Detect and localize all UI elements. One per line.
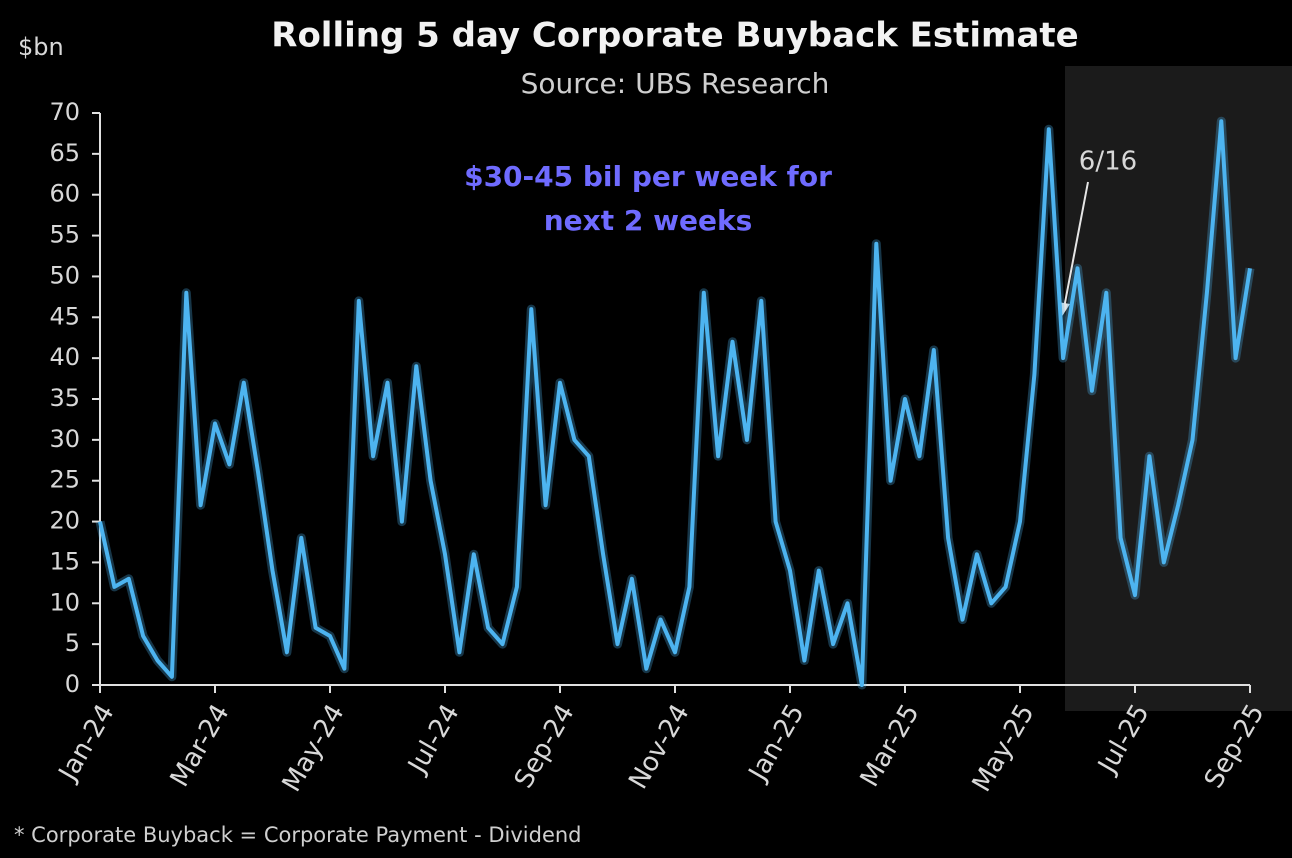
y-tick-label: 65 [49,139,80,167]
y-tick-label: 35 [49,384,80,412]
y-tick-label: 30 [49,425,80,453]
y-tick-label: 70 [49,98,80,126]
x-tick-label: May-24 [277,699,351,797]
x-tick-label: Mar-24 [165,699,236,792]
x-tick-label: Jul-25 [1092,699,1156,780]
annotation: 6/16 [1079,147,1137,177]
y-tick-label: 50 [49,261,80,289]
y-tick-label: 60 [49,180,80,208]
x-tick-label: Mar-25 [855,699,926,792]
y-tick-label: 10 [49,588,80,616]
x-tick-label: Sep-25 [1199,699,1271,793]
y-tick-label: 0 [65,670,80,698]
annotation-arrow [1063,181,1089,309]
chart-title: Rolling 5 day Corporate Buyback Estimate [271,16,1078,56]
forecast-shade [1065,66,1292,711]
chart-subtitle: Source: UBS Research [521,67,830,100]
y-tick-label: 40 [49,343,80,371]
y-tick-label: 5 [65,629,80,657]
annotation: next 2 weeks [544,204,752,237]
x-tick-label: Jan-24 [52,699,120,787]
y-tick-label: 15 [49,547,80,575]
x-tick-label: Sep-24 [509,699,581,793]
y-axis-label: $bn [18,33,64,61]
y-tick-label: 55 [49,221,80,249]
y-tick-label: 20 [49,507,80,535]
x-tick-label: Jul-24 [402,699,466,780]
x-tick-label: Nov-24 [623,699,695,794]
annotation: $30-45 bil per week for [464,160,832,193]
x-tick-label: May-25 [967,699,1041,797]
x-tick-label: Jan-25 [742,699,810,787]
y-tick-label: 25 [49,466,80,494]
footnote: * Corporate Buyback = Corporate Payment … [14,823,582,847]
y-tick-label: 45 [49,302,80,330]
line [98,119,1252,687]
